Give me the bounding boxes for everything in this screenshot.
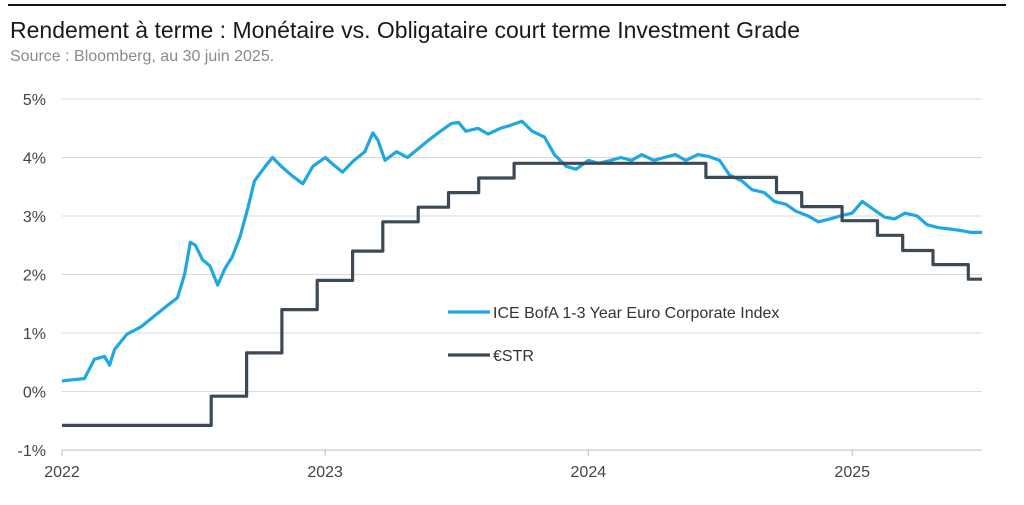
series-line xyxy=(61,119,982,383)
x-tick-label: 2022 xyxy=(44,464,80,481)
y-axis-ticks: 5% 4% 3% 2% 1% 0% -1% xyxy=(18,92,46,460)
x-tick-label: 2023 xyxy=(307,464,343,481)
legend: ICE BofA 1-3 Year Euro Corporate Index €S… xyxy=(448,305,779,365)
y-tick-label: 5% xyxy=(23,92,46,109)
y-tick-label: 0% xyxy=(23,385,46,402)
y-tick-label: 2% xyxy=(23,268,46,285)
y-tick-label: 1% xyxy=(23,326,46,343)
series-lines xyxy=(61,119,982,427)
legend-label: €STR xyxy=(493,348,534,365)
top-rule xyxy=(8,4,1006,6)
x-tick-label: 2024 xyxy=(571,464,607,481)
series-line xyxy=(62,161,982,427)
y-tick-label: -1% xyxy=(18,443,46,460)
chart-subtitle: Source : Bloomberg, au 30 juin 2025. xyxy=(10,48,275,65)
y-tick-label: 4% xyxy=(23,151,46,168)
x-axis-ticks: 2022 2023 2024 2025 xyxy=(44,450,870,481)
chart-title: Rendement à terme : Monétaire vs. Obliga… xyxy=(10,17,801,43)
gridlines xyxy=(62,98,982,392)
x-tick-label: 2025 xyxy=(834,464,870,481)
y-tick-label: 3% xyxy=(23,209,46,226)
legend-label: ICE BofA 1-3 Year Euro Corporate Index xyxy=(493,305,779,322)
